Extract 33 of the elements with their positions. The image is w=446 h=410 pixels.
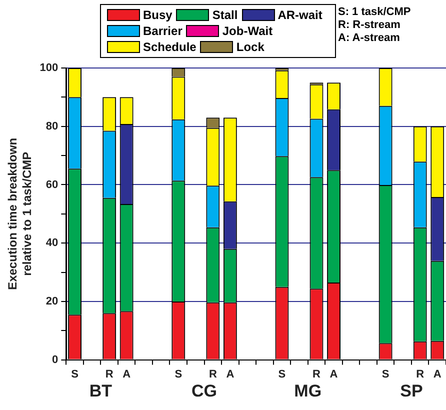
y-tick-label: 0 <box>52 354 58 366</box>
x-tick-label: R <box>208 368 217 380</box>
x-tick-label: A <box>122 368 131 380</box>
legend-label: Job-Wait <box>222 24 273 38</box>
text: BT <box>89 382 113 401</box>
text: A: A-stream <box>338 32 401 45</box>
x-tick-label: R <box>312 368 321 380</box>
text: SP <box>400 382 423 401</box>
y-tick-label: 80 <box>46 120 58 132</box>
legend-label: Busy <box>143 8 172 22</box>
y-tick-label: 40 <box>46 237 58 250</box>
y-tick-label: 20 <box>46 295 58 308</box>
x-tick-label: S <box>382 368 390 380</box>
x-tick-label: A <box>330 368 338 380</box>
text: MG <box>294 382 322 401</box>
text: S: 1 task/CMP <box>338 6 411 19</box>
y-tick-label: 100 <box>40 62 58 74</box>
y-axis-title: Execution time breakdown relative to 1 task/CMP <box>6 138 34 290</box>
x-tick-label: R <box>105 368 114 380</box>
legend-label: Barrier <box>143 24 182 38</box>
legend-label: AR-wait <box>278 8 322 22</box>
legend-label: Lock <box>236 40 264 54</box>
x-tick-label: A <box>226 368 234 380</box>
x-tick-label: S <box>71 368 78 380</box>
legend-label: Schedule <box>143 40 196 54</box>
y-tick-label: 60 <box>46 178 58 191</box>
x-tick-label: S <box>278 368 286 380</box>
x-tick-label: S <box>174 368 182 380</box>
text: CG <box>192 382 218 401</box>
x-tick-label: A <box>433 368 442 380</box>
text: R: R-stream <box>338 19 402 32</box>
x-tick-label: R <box>416 368 424 380</box>
legend-label: Stall <box>212 8 238 22</box>
